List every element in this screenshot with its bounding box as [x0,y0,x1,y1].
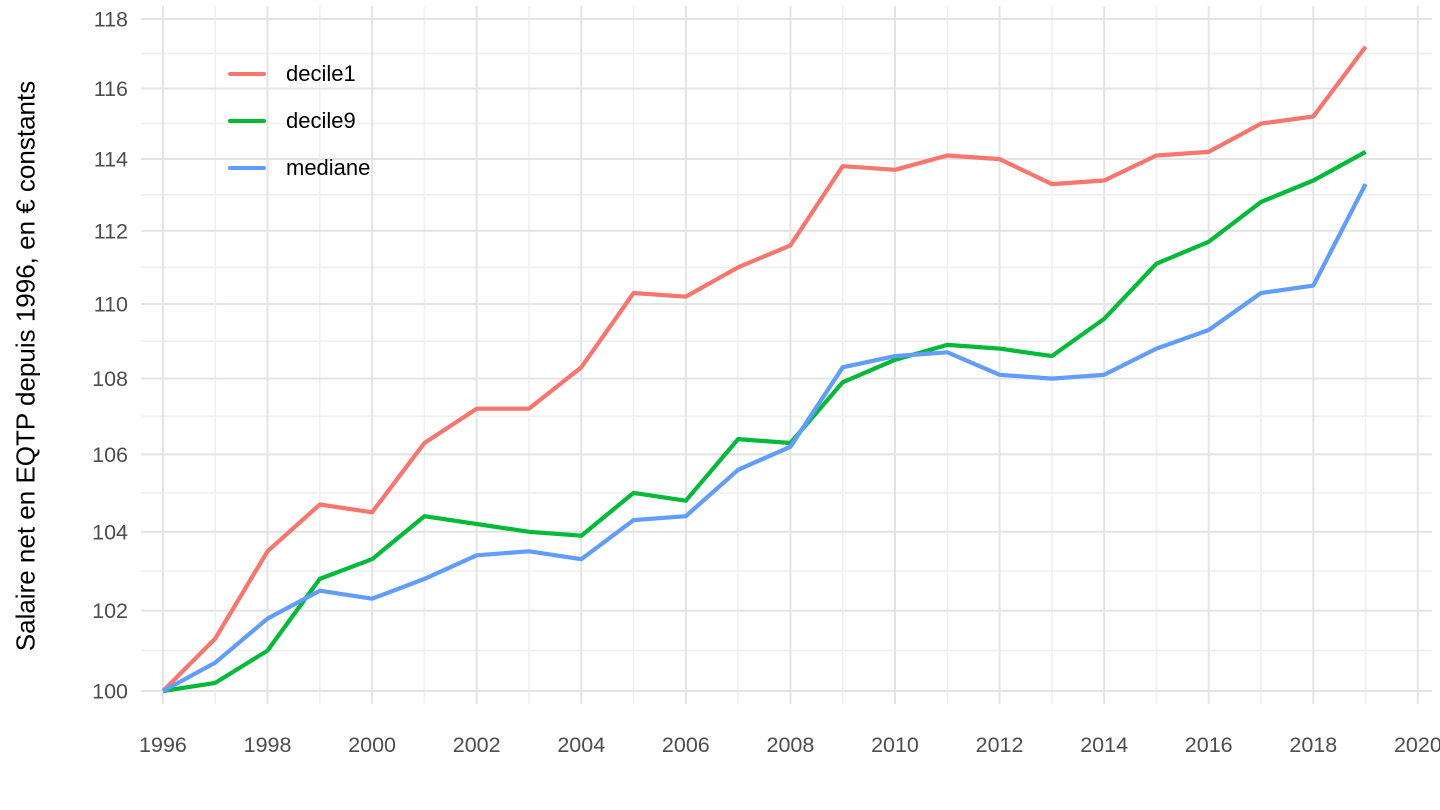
legend-swatch-decile1-icon [228,71,266,76]
x-tick-label: 1998 [244,733,292,757]
y-tick-label: 112 [94,219,128,243]
legend-swatch-decile9-icon [228,118,266,123]
y-tick-label: 106 [92,443,128,467]
x-tick-label: 2004 [557,733,605,757]
legend-label-decile1: decile1 [286,60,356,86]
x-tick-label: 1996 [139,733,187,757]
x-tick-label: 2012 [976,733,1024,757]
x-tick-label: 2014 [1080,733,1128,757]
y-tick-label: 104 [92,520,128,544]
y-tick-label: 110 [94,293,128,317]
legend-item-mediane: mediane [228,144,370,191]
legend-item-decile1: decile1 [228,50,370,97]
x-tick-label: 2000 [348,733,396,757]
legend-label-mediane: mediane [286,154,371,180]
y-tick-label: 116 [94,77,128,101]
x-tick-label: 2010 [871,733,919,757]
series-line-decile9 [162,150,1367,694]
y-tick-label: 114 [94,148,128,172]
legend-label-decile9: decile9 [286,107,356,133]
x-tick-label: 2002 [453,733,501,757]
y-axis-title: Salaire net en EQTP depuis 1996, en € co… [10,80,41,652]
x-tick-label: 2018 [1289,733,1337,757]
series-line-mediane [161,183,1368,693]
y-tick-label: 102 [92,599,128,623]
y-tick-label: 108 [92,367,128,391]
y-tick-label: 118 [94,8,128,32]
x-tick-label: 2008 [766,733,814,757]
y-tick-label: 100 [92,679,128,703]
legend-swatch-mediane-icon [228,165,266,170]
x-tick-label: 2016 [1185,733,1233,757]
legend: decile1 decile9 mediane [228,50,370,191]
x-tick-label: 2006 [662,733,710,757]
x-tick-label: 2020 [1394,733,1440,757]
legend-item-decile9: decile9 [228,97,370,144]
series-line-decile1 [161,45,1368,693]
